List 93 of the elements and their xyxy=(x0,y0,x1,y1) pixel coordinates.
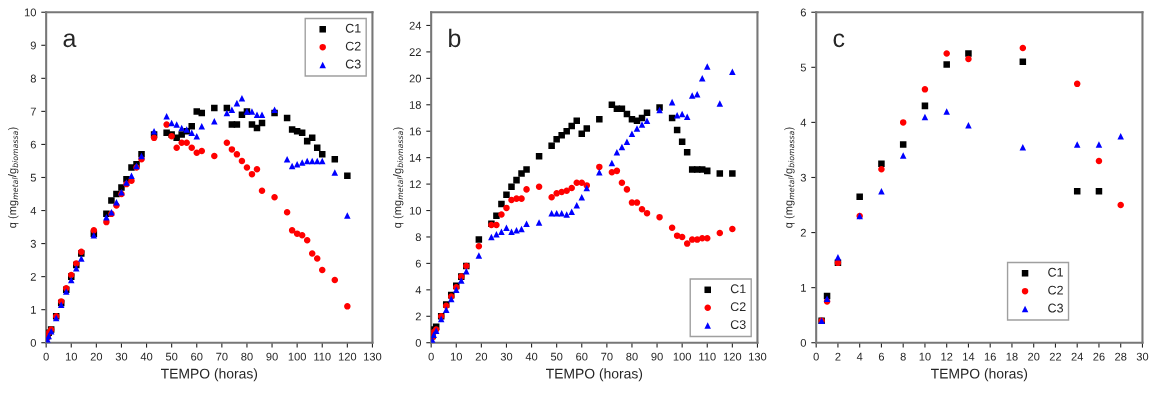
y-tick-label: 2 xyxy=(415,312,421,321)
y-tick-label: 4 xyxy=(415,286,422,294)
x-tick-label: 18 xyxy=(1006,352,1018,361)
y-tick-label: 8 xyxy=(415,233,421,242)
y-tick-label: 12 xyxy=(409,180,421,189)
x-tick-label: 10 xyxy=(919,352,931,361)
x-tick-label: 20 xyxy=(1028,352,1040,361)
x-tick-label: 60 xyxy=(576,352,588,361)
y-tick-label: 0 xyxy=(800,338,807,347)
y-tick-label: 8 xyxy=(30,74,36,83)
y-tick-label: 5 xyxy=(800,63,806,72)
x-tick-label: 2 xyxy=(835,352,841,361)
x-tick-label: 90 xyxy=(266,352,278,361)
x-tick-label: 30 xyxy=(1136,352,1149,361)
annotation: b xyxy=(449,28,461,48)
y-tick-label: 0 xyxy=(415,338,422,347)
x-tick-label: 20 xyxy=(90,352,103,361)
y-tick-label: 3 xyxy=(30,239,36,248)
legend-label: C1 xyxy=(730,284,746,294)
x-tick-label: 110 xyxy=(699,352,716,361)
legend-label: C3 xyxy=(1048,303,1063,313)
x-tick-label: 0 xyxy=(43,352,49,361)
y-tick-label: 18 xyxy=(409,101,421,109)
y-tick-label: 2 xyxy=(30,272,36,281)
y-tick-label: 4 xyxy=(30,206,37,215)
x-axis-title: TEMPO (horas) xyxy=(161,368,258,382)
y-tick-label: 20 xyxy=(409,74,422,83)
y-tick-label: 16 xyxy=(409,127,421,136)
y-tick-label: 10 xyxy=(24,8,36,17)
y-tick-label: 5 xyxy=(30,173,36,182)
y-tick-label: 0 xyxy=(30,338,36,347)
y-axis-title: q (mg$_{metal}$/g$_{biomassa}$) xyxy=(784,127,795,228)
y-tick-label: 1 xyxy=(31,306,36,314)
y-tick-label: 24 xyxy=(409,21,422,30)
y-tick-label: 3 xyxy=(800,173,806,182)
x-tick-label: 80 xyxy=(626,352,638,361)
y-tick-label: 7 xyxy=(30,107,36,116)
x-tick-label: 100 xyxy=(288,352,306,361)
legend-label: C3 xyxy=(345,59,361,69)
x-tick-label: 130 xyxy=(749,352,767,361)
x-tick-label: 8 xyxy=(900,352,906,361)
x-axis-title: TEMPO (horas) xyxy=(546,368,643,382)
x-tick-label: 50 xyxy=(550,352,563,361)
x-tick-label: 120 xyxy=(723,352,742,361)
y-tick-label: 6 xyxy=(800,8,806,17)
x-tick-label: 110 xyxy=(314,352,331,361)
x-tick-label: 26 xyxy=(1093,352,1105,361)
x-tick-label: 80 xyxy=(241,352,253,361)
x-tick-label: 16 xyxy=(984,352,996,361)
x-tick-label: 10 xyxy=(65,352,77,361)
x-tick-label: 30 xyxy=(115,352,128,361)
y-tick-label: 4 xyxy=(800,118,807,127)
y-tick-label: 2 xyxy=(800,228,806,237)
x-tick-label: 24 xyxy=(1071,352,1084,361)
x-tick-label: 30 xyxy=(500,352,513,361)
y-axis-title: q (mg$_{metal}$/g$_{biomassa}$) xyxy=(393,127,404,228)
legend-label: C2 xyxy=(345,41,361,51)
legend-label: C1 xyxy=(345,23,361,33)
x-axis-title: TEMPO (horas) xyxy=(931,368,1028,382)
y-tick-label: 10 xyxy=(409,206,422,215)
x-tick-label: 0 xyxy=(428,352,434,361)
x-tick-label: 28 xyxy=(1115,352,1127,361)
legend-label: C3 xyxy=(730,320,746,329)
y-tick-label: 22 xyxy=(409,48,421,56)
annotation: a xyxy=(63,33,77,48)
x-tick-label: 10 xyxy=(450,352,463,361)
x-tick-label: 0 xyxy=(813,352,819,361)
y-axis-title: q (mg$_{metal}$/g$_{biomassa}$) xyxy=(8,127,19,228)
y-tick-label: 6 xyxy=(30,140,36,149)
x-tick-label: 90 xyxy=(651,352,663,361)
x-tick-label: 14 xyxy=(963,352,975,361)
annotation: c xyxy=(833,33,845,48)
x-tick-label: 20 xyxy=(475,352,488,361)
x-tick-label: 12 xyxy=(941,352,953,361)
x-tick-label: 22 xyxy=(1049,352,1062,361)
x-tick-label: 6 xyxy=(878,352,885,361)
y-tick-label: 9 xyxy=(30,41,36,50)
x-tick-label: 130 xyxy=(364,352,382,361)
x-tick-label: 120 xyxy=(338,352,357,361)
legend-label: C2 xyxy=(1048,285,1063,295)
x-tick-label: 50 xyxy=(165,352,178,361)
x-tick-label: 60 xyxy=(191,352,203,361)
y-tick-label: 1 xyxy=(801,284,806,292)
x-tick-label: 40 xyxy=(525,352,538,361)
y-tick-label: 14 xyxy=(409,154,422,162)
x-tick-label: 70 xyxy=(216,352,228,361)
legend-label: C2 xyxy=(730,302,746,312)
y-tick-label: 6 xyxy=(415,259,421,268)
x-tick-label: 40 xyxy=(140,352,153,361)
x-tick-label: 70 xyxy=(601,352,613,361)
legend-label: C1 xyxy=(1048,267,1063,277)
x-tick-label: 100 xyxy=(673,352,691,361)
x-tick-label: 4 xyxy=(856,352,863,361)
